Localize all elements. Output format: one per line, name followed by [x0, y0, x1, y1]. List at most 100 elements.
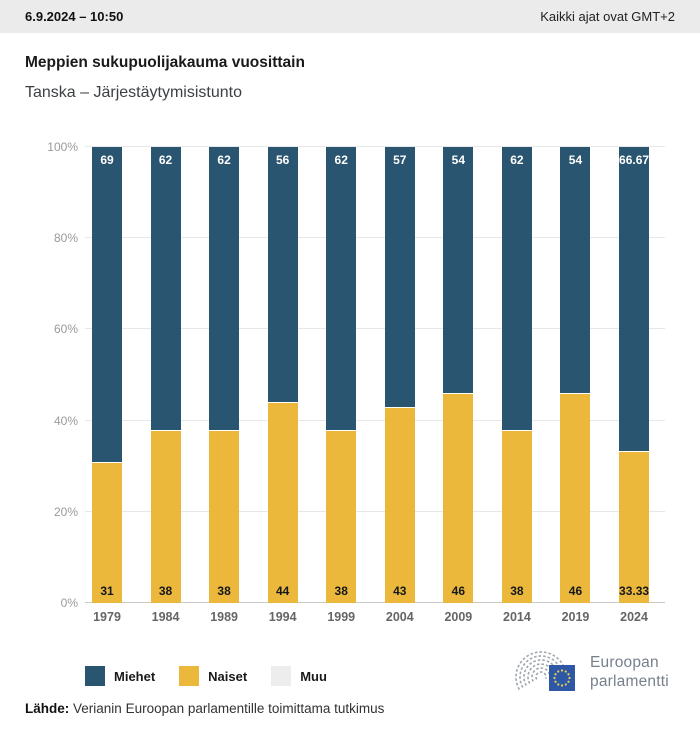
segment-miehet-1999[interactable]: 62 — [326, 147, 357, 430]
x-tick-label: 1994 — [268, 610, 297, 624]
stacked-bar-chart: 0% 20% 40% 60% 80% 100% 69 31 62 38 62 38 56 44 62 38 5… — [0, 140, 700, 637]
legend-item-miehet[interactable]: Miehet — [85, 666, 155, 686]
value-label: 66.67 — [619, 153, 650, 167]
y-tick-label: 80% — [53, 231, 78, 246]
page-title: Meppien sukupuolijakauma vuosittain — [25, 54, 305, 71]
x-tick-label: 2019 — [561, 610, 590, 624]
value-label: 62 — [510, 153, 524, 167]
y-axis-labels: 0% 20% 40% 60% 80% 100% — [0, 140, 78, 610]
value-label: 62 — [217, 153, 231, 167]
legend-swatch — [271, 666, 292, 686]
segment-miehet-1989[interactable]: 62 — [209, 147, 240, 430]
value-label: 43 — [393, 583, 407, 598]
bar-1979[interactable]: 69 31 — [92, 147, 122, 603]
x-axis-labels: 1979 1984 1989 1994 1999 2004 2009 2014 2019 2024 — [85, 610, 665, 630]
legend-label: Miehet — [114, 668, 156, 684]
value-label: 46 — [451, 583, 466, 598]
source-note: Lähde: Verianin Euroopan parlamentille t… — [25, 701, 384, 716]
bar-2019[interactable]: 54 46 — [560, 147, 591, 603]
segment-miehet-2004[interactable]: 57 — [384, 147, 415, 407]
segment-miehet-1979[interactable]: 69 — [92, 147, 122, 462]
segment-miehet-2009[interactable]: 54 — [443, 147, 474, 394]
segment-naiset-2009[interactable]: 46 — [443, 393, 474, 603]
y-tick-label: 40% — [53, 413, 78, 428]
value-label: 62 — [334, 153, 348, 167]
gridline — [85, 510, 665, 512]
plot-area: 69 31 62 38 62 38 56 44 62 38 57 43 54 46 62 38 54 46 66.6… — [85, 146, 665, 603]
segment-naiset-2024[interactable]: 33.33 — [619, 451, 649, 603]
value-label: 46 — [568, 583, 583, 598]
value-label: 31 — [100, 583, 114, 598]
legend-item-muu[interactable]: Muu — [271, 666, 327, 686]
bar-2024[interactable]: 66.67 33.33 — [619, 147, 649, 603]
bar-1994[interactable]: 56 44 — [267, 147, 298, 603]
legend-item-naiset[interactable]: Naiset — [179, 666, 247, 686]
value-label: 54 — [568, 153, 583, 167]
segment-miehet-1984[interactable]: 62 — [150, 147, 181, 430]
legend-label: Muu — [300, 668, 327, 684]
value-label: 69 — [100, 153, 114, 167]
legend-swatch — [85, 666, 105, 686]
bar-1984[interactable]: 62 38 — [150, 147, 181, 603]
value-label: 57 — [393, 153, 407, 167]
header-datetime: 6.9.2024 – 10:50 — [25, 9, 124, 24]
x-tick-label: 2009 — [444, 610, 473, 624]
y-tick-label: 20% — [53, 504, 78, 519]
x-tick-label: 1984 — [151, 610, 180, 624]
ep-logo-line1: Euroopan — [590, 654, 659, 671]
legend-swatch — [179, 666, 200, 686]
value-label: 54 — [451, 153, 466, 167]
x-tick-label: 1999 — [327, 610, 356, 624]
x-axis-line — [85, 602, 665, 603]
segment-naiset-1989[interactable]: 38 — [209, 429, 240, 603]
gridline — [85, 419, 665, 421]
bar-2004[interactable]: 57 43 — [384, 147, 415, 603]
segment-miehet-1994[interactable]: 56 — [267, 147, 298, 403]
segment-miehet-2024[interactable]: 66.67 — [619, 147, 649, 451]
value-label: 38 — [510, 583, 524, 598]
bar-1999[interactable]: 62 38 — [326, 147, 357, 603]
legend: Miehet Naiset Muu — [85, 666, 327, 686]
value-label: 33.33 — [619, 583, 650, 598]
x-tick-label: 2024 — [620, 610, 648, 624]
ep-hemicycle-flag-icon — [515, 651, 575, 691]
gridline — [85, 237, 665, 239]
segment-naiset-2014[interactable]: 38 — [501, 429, 532, 603]
eu-flag-stars — [553, 669, 571, 687]
value-label: 56 — [275, 153, 290, 167]
x-tick-label: 1989 — [210, 610, 239, 624]
bar-1989[interactable]: 62 38 — [209, 147, 240, 603]
eu-flag — [549, 665, 575, 691]
segment-naiset-1999[interactable]: 38 — [326, 429, 357, 603]
ep-logo[interactable]: Euroopan parlamentti — [513, 649, 669, 695]
x-tick-label: 1979 — [93, 610, 121, 624]
ep-logo-text: Euroopan parlamentti — [590, 653, 669, 691]
ep-logo-line2: parlamentti — [590, 673, 669, 690]
segment-naiset-1994[interactable]: 44 — [267, 402, 298, 603]
gridline — [85, 328, 665, 330]
source-text: Verianin Euroopan parlamentille toimitta… — [73, 701, 385, 716]
bar-2009[interactable]: 54 46 — [443, 147, 474, 603]
bar-2014[interactable]: 62 38 — [501, 147, 532, 603]
source-label: Lähde: — [25, 701, 70, 716]
value-label: 38 — [217, 583, 231, 598]
value-label: 38 — [334, 583, 348, 598]
segment-miehet-2014[interactable]: 62 — [501, 147, 532, 430]
segment-miehet-2019[interactable]: 54 — [560, 147, 591, 394]
segment-naiset-2019[interactable]: 46 — [560, 393, 591, 603]
segment-naiset-1984[interactable]: 38 — [150, 429, 181, 603]
y-tick-label: 0% — [60, 596, 78, 610]
gridline — [85, 146, 665, 147]
y-tick-label: 60% — [53, 322, 78, 337]
value-label: 44 — [275, 583, 290, 598]
segment-naiset-1979[interactable]: 31 — [92, 461, 122, 603]
timezone-note: Kaikki ajat ovat GMT+2 — [540, 9, 675, 24]
y-tick-label: 100% — [47, 140, 78, 154]
header-bar: 6.9.2024 – 10:50 Kaikki ajat ovat GMT+2 — [0, 0, 700, 33]
segment-naiset-2004[interactable]: 43 — [384, 406, 415, 603]
x-tick-label: 2004 — [385, 610, 414, 624]
value-label: 38 — [158, 583, 173, 598]
page-subtitle: Tanska – Järjestäytymisistunto — [25, 84, 242, 101]
x-tick-label: 2014 — [503, 610, 531, 624]
